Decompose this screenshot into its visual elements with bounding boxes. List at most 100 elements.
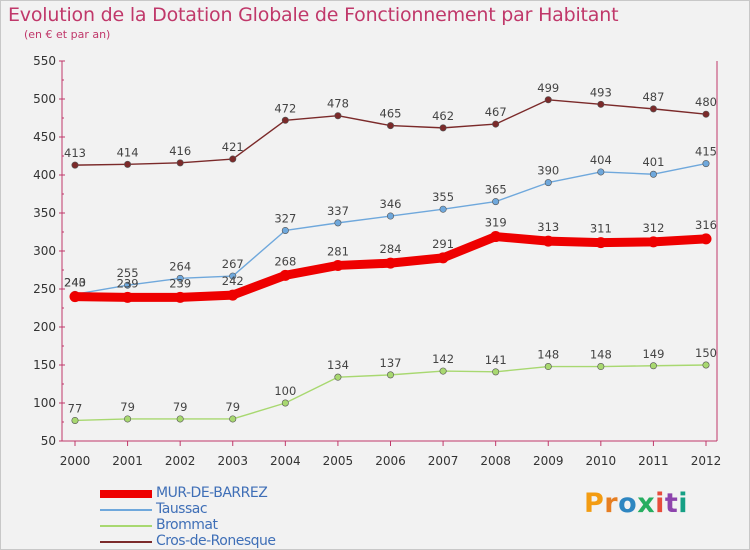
y-tick-label: 300 — [33, 244, 56, 258]
legend-swatch-brommat — [100, 525, 152, 527]
x-tick-label: 2009 — [533, 454, 564, 468]
y-tick-label: 150 — [33, 358, 56, 372]
data-point — [702, 361, 710, 369]
data-point — [332, 259, 344, 271]
y-tick-label: 400 — [33, 168, 56, 182]
data-label: 77 — [68, 401, 83, 415]
logo-letter: i — [678, 488, 689, 519]
data-label: 243 — [64, 275, 86, 289]
data-label: 137 — [380, 356, 402, 370]
data-label: 421 — [222, 140, 244, 154]
data-label: 346 — [380, 197, 402, 211]
data-point — [702, 110, 710, 118]
data-label: 142 — [432, 352, 454, 366]
data-label: 414 — [117, 145, 139, 159]
logo-letter: r — [604, 488, 619, 519]
data-label: 493 — [590, 85, 612, 99]
data-label: 480 — [695, 95, 717, 109]
data-point — [334, 112, 342, 120]
data-label: 264 — [169, 259, 191, 273]
data-label: 311 — [590, 222, 612, 236]
data-label: 499 — [537, 81, 559, 95]
data-label: 239 — [169, 276, 191, 290]
data-point — [122, 291, 134, 303]
logo-letter: o — [618, 488, 638, 519]
x-tick-label: 2000 — [60, 454, 91, 468]
data-point — [597, 100, 605, 108]
data-point — [71, 416, 79, 424]
x-tick-label: 2003 — [217, 454, 248, 468]
data-point — [334, 219, 342, 227]
data-label: 365 — [485, 183, 507, 197]
data-label: 415 — [695, 145, 717, 159]
data-point — [281, 226, 289, 234]
data-point — [281, 116, 289, 124]
data-point — [437, 252, 449, 264]
x-tick-label: 2004 — [270, 454, 301, 468]
y-tick-label: 350 — [33, 206, 56, 220]
data-label: 281 — [327, 244, 349, 258]
data-label: 239 — [117, 276, 139, 290]
data-label: 148 — [537, 348, 559, 362]
x-tick-label: 2002 — [165, 454, 196, 468]
data-point — [492, 368, 500, 376]
data-label: 149 — [642, 347, 664, 361]
data-label: 465 — [380, 107, 402, 121]
x-tick-label: 2007 — [428, 454, 459, 468]
data-point — [385, 257, 396, 269]
x-tick-label: 2006 — [375, 454, 406, 468]
data-label: 355 — [432, 190, 454, 204]
data-label: 337 — [327, 204, 349, 218]
data-label: 478 — [327, 97, 349, 111]
y-tick-label: 550 — [33, 54, 56, 68]
data-label: 268 — [274, 254, 296, 268]
data-label: 413 — [64, 146, 86, 160]
x-tick-label: 2012 — [691, 454, 722, 468]
data-label: 100 — [274, 384, 296, 398]
data-point — [279, 269, 291, 281]
data-point — [492, 120, 500, 128]
data-point — [439, 124, 447, 132]
data-label: 487 — [642, 90, 664, 104]
x-tick-label: 2001 — [112, 454, 143, 468]
data-point — [124, 160, 132, 168]
data-point — [229, 272, 237, 280]
x-tick-label: 2005 — [323, 454, 354, 468]
data-label: 404 — [590, 153, 612, 167]
chart-title: Evolution de la Dotation Globale de Fonc… — [8, 4, 619, 26]
data-point — [649, 105, 657, 113]
logo-letter: x — [637, 488, 656, 519]
data-point — [124, 281, 132, 289]
data-label: 134 — [327, 358, 349, 372]
legend-label-brommat: Brommat — [156, 517, 218, 533]
legend-label-taussac: Taussac — [156, 501, 208, 517]
data-label: 467 — [485, 105, 507, 119]
data-label: 141 — [485, 353, 507, 367]
y-tick-label: 500 — [33, 92, 56, 106]
data-label: 284 — [380, 242, 402, 256]
data-point — [176, 274, 184, 282]
data-label: 242 — [222, 274, 244, 288]
data-point — [386, 122, 394, 130]
x-tick-label: 2010 — [586, 454, 617, 468]
legend-label-mur-de-barrez: MUR-DE-BARREZ — [156, 485, 268, 501]
data-point — [439, 367, 447, 375]
data-label: 416 — [169, 144, 191, 158]
data-label: 240 — [64, 276, 86, 290]
data-point — [597, 363, 605, 371]
data-label: 79 — [120, 400, 135, 414]
legend-swatch-cros-de-ronesque — [100, 541, 152, 543]
data-point — [281, 399, 289, 407]
data-label: 255 — [117, 266, 139, 280]
legend-swatch-taussac — [100, 509, 152, 511]
logo-letter: P — [584, 488, 605, 519]
data-point — [71, 161, 79, 169]
data-point — [700, 233, 712, 245]
x-tick-label: 2011 — [638, 454, 669, 468]
data-label: 148 — [590, 348, 612, 362]
data-label: 150 — [695, 346, 717, 360]
y-tick-label: 450 — [33, 130, 56, 144]
data-point — [176, 415, 184, 423]
data-point — [229, 155, 237, 163]
